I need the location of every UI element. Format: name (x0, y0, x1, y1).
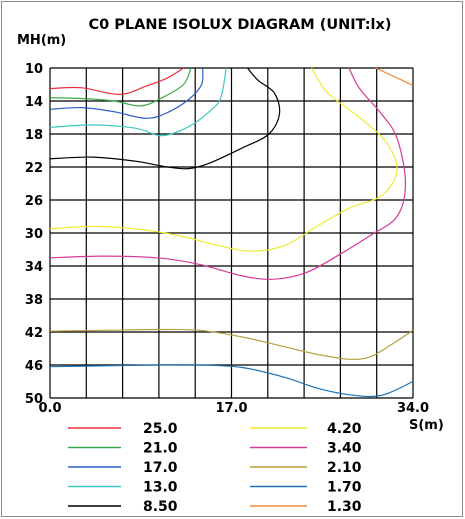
legend-label: 1.30 (327, 499, 362, 515)
tick-labels: 10 14 18 22 26 30 34 38 42 46 500.0 17.0 34.0 (25, 62, 429, 416)
x-tick-label: 17.0 (215, 401, 247, 416)
isolux-curve-3-40 (49, 67, 407, 280)
legend-label: 25.0 (143, 421, 178, 437)
isolux-curve-1-30 (375, 67, 414, 86)
y-tick-label: 42 (25, 326, 43, 341)
legend: 25.0 21.0 17.0 13.0 8.50 4.20 3.40 2.10 1.70 1.30 (68, 421, 362, 515)
y-tick-label: 22 (25, 161, 43, 176)
legend-label: 2.10 (327, 460, 362, 476)
legend-label: 13.0 (143, 480, 178, 496)
y-axis-label: MH(m) (17, 33, 66, 48)
y-tick-label: 10 (25, 62, 43, 77)
y-tick-label: 38 (25, 293, 43, 308)
isolux-curve-17-0 (49, 67, 204, 119)
isolux-curve-8-50 (49, 67, 281, 170)
legend-label: 4.20 (327, 421, 362, 437)
isolux-curve-21-0 (49, 67, 192, 107)
legend-label: 8.50 (143, 499, 178, 515)
legend-label: 17.0 (143, 460, 178, 476)
isolux-curve-4-20 (49, 67, 398, 252)
legend-label: 1.70 (327, 480, 362, 496)
y-tick-label: 18 (25, 128, 43, 143)
isolux-curves (49, 67, 414, 398)
chart-title: C0 PLANE ISOLUX DIAGRAM (UNIT:lx) (88, 17, 391, 33)
isolux-curve-25-0 (49, 67, 184, 96)
y-tick-label: 34 (25, 260, 43, 275)
y-tick-label: 26 (25, 194, 43, 209)
grid (49, 67, 414, 399)
x-axis-label: S(m) (409, 418, 444, 433)
legend-label: 3.40 (327, 441, 362, 457)
y-tick-label: 46 (25, 359, 43, 374)
isolux-curve-1-70 (49, 364, 414, 398)
y-tick-label: 30 (25, 227, 43, 242)
isolux-curve-2-10 (49, 328, 414, 360)
y-tick-label: 50 (25, 392, 43, 407)
isolux-curve-13-0 (49, 67, 227, 137)
y-tick-label: 14 (25, 95, 43, 110)
x-tick-label: 34.0 (397, 401, 429, 416)
legend-label: 21.0 (143, 441, 178, 457)
x-tick-label: 0.0 (38, 401, 61, 416)
